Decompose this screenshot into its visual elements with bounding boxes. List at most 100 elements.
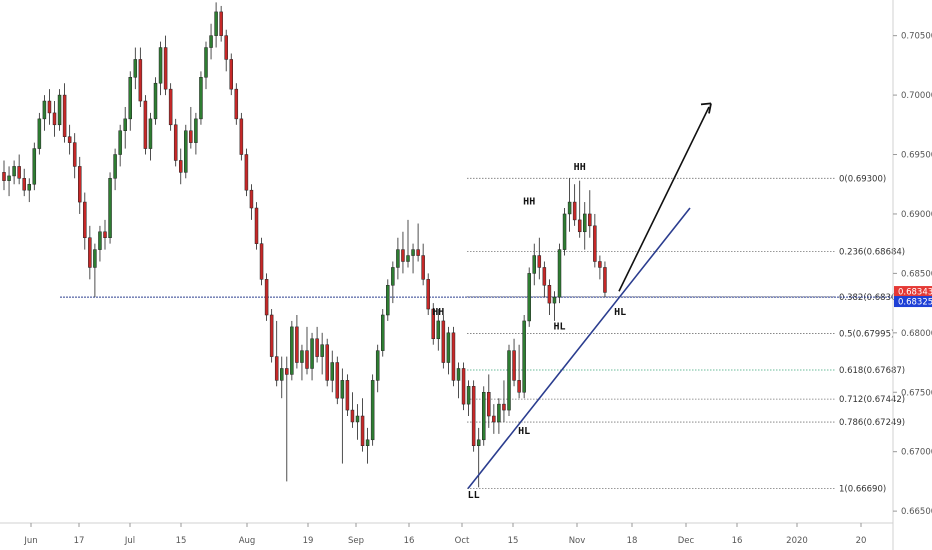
candle-body bbox=[83, 201, 87, 238]
candle-body bbox=[487, 392, 491, 417]
candle-body bbox=[456, 368, 461, 381]
candle-body bbox=[244, 154, 249, 191]
candle-body bbox=[365, 439, 370, 446]
candle-body bbox=[446, 332, 451, 363]
swing-label: LL bbox=[468, 490, 480, 501]
candle-body bbox=[370, 380, 375, 441]
candle-body bbox=[431, 308, 435, 340]
candle-body bbox=[2, 172, 6, 181]
candle-body bbox=[355, 415, 360, 423]
swing-label: HL bbox=[614, 307, 626, 318]
swing-label: HL bbox=[553, 321, 565, 332]
price-badge-label: 0.68325 bbox=[898, 298, 932, 308]
candle-body bbox=[199, 77, 203, 120]
candle-body bbox=[436, 320, 441, 340]
time-tick-label: Nov bbox=[569, 536, 586, 546]
candle-body bbox=[330, 362, 334, 381]
candle-body bbox=[320, 344, 324, 357]
candle-body bbox=[335, 362, 340, 399]
price-badge bbox=[894, 286, 932, 298]
candle-body bbox=[451, 332, 456, 381]
candle-body bbox=[143, 100, 148, 149]
candle-body bbox=[264, 279, 269, 316]
time-tick-label: 16 bbox=[404, 536, 415, 546]
candle-body bbox=[259, 243, 264, 280]
candle-body bbox=[274, 356, 279, 381]
candle-body bbox=[219, 11, 223, 36]
time-tick-label: 15 bbox=[176, 536, 187, 546]
candle-body bbox=[471, 386, 476, 446]
time-tick-label: Sep bbox=[348, 536, 364, 546]
candle-body bbox=[184, 130, 188, 173]
candle-body bbox=[138, 59, 143, 102]
candle-body bbox=[583, 213, 587, 233]
candle-body bbox=[67, 136, 72, 143]
candle-body bbox=[461, 368, 466, 405]
fib-level-label: 0.5(0.67995) bbox=[839, 329, 894, 339]
candle-body bbox=[598, 261, 602, 268]
candle-body bbox=[72, 142, 77, 167]
time-tick-label: Jun bbox=[23, 536, 37, 546]
candle-body bbox=[350, 409, 355, 423]
candle-body bbox=[123, 118, 127, 132]
candle-body bbox=[401, 249, 405, 262]
arrow-head bbox=[700, 102, 712, 114]
candle-body bbox=[512, 350, 516, 381]
candle-body bbox=[567, 201, 572, 215]
candle-body bbox=[411, 249, 415, 256]
candle-body bbox=[593, 225, 597, 262]
time-tick-label: 20 bbox=[856, 536, 867, 546]
price-badge-label: 0.68343 bbox=[898, 288, 932, 298]
candle-body bbox=[22, 178, 26, 191]
time-tick-label: 15 bbox=[508, 536, 519, 546]
fibonacci-levels: 0(0.69300) 0.236(0.68684) 0.382(0.68303) 0.… bbox=[467, 174, 905, 495]
candle-body bbox=[426, 279, 430, 310]
candle-body bbox=[37, 118, 42, 149]
candle-body bbox=[532, 255, 536, 274]
time-tick-label: Oct bbox=[455, 536, 470, 546]
candle-body bbox=[391, 267, 395, 286]
candle-body bbox=[93, 249, 97, 268]
candle-body bbox=[27, 183, 31, 191]
candle-body bbox=[360, 415, 365, 446]
trendline-group bbox=[467, 102, 712, 490]
fib-level-label: 0.236(0.68684) bbox=[839, 248, 905, 258]
fib-level-label: 0.712(0.67442) bbox=[839, 395, 905, 405]
candle-body bbox=[305, 350, 309, 369]
candle-body bbox=[42, 100, 47, 120]
candle-body bbox=[57, 94, 62, 126]
candle-body bbox=[209, 35, 213, 48]
candle-body bbox=[492, 415, 496, 423]
candle-body bbox=[577, 219, 582, 233]
fib-level-label: 0.618(0.67687) bbox=[839, 366, 905, 376]
candle-body bbox=[189, 130, 193, 143]
candle-body bbox=[88, 237, 92, 268]
time-axis[interactable]: Jun 17 Jul 15 Aug 19 Sep 16 Oct 15 Nov 18 Dec 16 2020 2… bbox=[0, 522, 893, 546]
candle-body bbox=[78, 166, 82, 203]
time-tick-label: 18 bbox=[627, 536, 638, 546]
candle-body bbox=[179, 160, 183, 173]
candle-body bbox=[32, 148, 37, 185]
uptrend-line bbox=[467, 207, 691, 490]
candle-body bbox=[254, 207, 259, 244]
candle-body bbox=[17, 166, 21, 179]
candle-body bbox=[7, 175, 11, 181]
candle-body bbox=[527, 273, 531, 322]
time-tick-label: Jul bbox=[124, 536, 135, 546]
candle-body bbox=[421, 255, 425, 280]
candles bbox=[2, 2, 607, 488]
candle-body bbox=[300, 350, 304, 363]
candle-body bbox=[103, 231, 107, 238]
candle-body bbox=[234, 88, 239, 120]
projection-arrow bbox=[618, 106, 710, 292]
candle-body bbox=[47, 100, 52, 114]
candle-body bbox=[168, 88, 173, 126]
candle-body bbox=[542, 267, 547, 286]
candle-body bbox=[310, 338, 314, 369]
candle-body bbox=[557, 249, 562, 298]
